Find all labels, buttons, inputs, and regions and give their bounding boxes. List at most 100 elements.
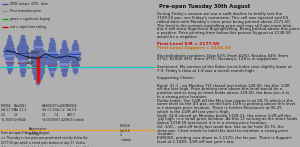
Text: which is the 1/2R off last year's High.: which is the 1/2R off last year's High. (158, 110, 230, 114)
Bar (31, 60, 45, 62)
Bar (62, 71, 66, 73)
Bar (37, 57, 39, 82)
Text: First Level Support = 2158.50: First Level Support = 2158.50 (158, 46, 231, 50)
Bar (18, 57, 27, 59)
Bar (21, 74, 24, 76)
Text: 7.9. Friday's ratio at 1.8 was a recent month high.: 7.9. Friday's ratio at 1.8 was a recent … (158, 69, 255, 73)
Bar (18, 45, 27, 47)
Bar (50, 40, 54, 41)
Text: close poc. Chart needs to hold this level to maintain a strong price: close poc. Chart needs to hold this leve… (158, 129, 288, 133)
Bar (48, 66, 56, 68)
Bar (59, 64, 69, 65)
Bar (50, 72, 53, 74)
Text: but it will show Significant Buying/selling. Being printed above this point as: but it will show Significant Buying/sell… (158, 27, 300, 31)
Bar (59, 55, 70, 56)
Bar (72, 60, 78, 62)
Bar (6, 62, 13, 63)
Bar (19, 64, 26, 65)
Bar (32, 65, 44, 67)
Text: positive and as long as short holds above 129.00, the bias yes, it is: positive and as long as short holds abov… (158, 91, 290, 95)
Bar (36, 82, 39, 84)
Bar (72, 45, 77, 46)
Text: 2109.50 poc, see Friday's comments. This sell was rejected and ES: 2109.50 poc, see Friday's comments. This… (158, 16, 289, 20)
Bar (8, 37, 11, 38)
Bar (18, 60, 27, 61)
Text: The level is the current controlling price and may still win more time.: The level is the current controlling pri… (158, 24, 293, 28)
Bar (72, 65, 78, 67)
Bar (8, 69, 11, 71)
Bar (3, 54, 15, 56)
Bar (46, 55, 58, 57)
Text: a positive. Price printing from below this proven Support at 2138.50: a positive. Price printing from below th… (158, 31, 291, 35)
Bar (4, 52, 15, 54)
Bar (47, 61, 56, 62)
Bar (17, 49, 27, 51)
Bar (46, 51, 57, 53)
Text: Stocks/Indexes numbers: Dow 63% (from 62%); Nasdaq 44% (from: Stocks/Indexes numbers: Dow 63% (from 62… (158, 54, 289, 58)
Text: Wed0924
Vol 7-1.0
1.1
+3-50200: Wed0924 Vol 7-1.0 1.1 +3-50200 (42, 104, 56, 122)
Bar (15, 53, 29, 55)
Bar (31, 50, 44, 52)
Text: Oil: 1/2C - sold off fairly fast week but, has so far held 10.76, the: Oil: 1/2C - sold off fairly fast week bu… (158, 125, 284, 129)
Bar (62, 67, 67, 69)
Text: Supporting Charts:: Supporting Charts: (158, 76, 194, 80)
Bar (18, 51, 27, 53)
Text: From pre-open Friday 29th August
>> Thursday's close price was penetrated entire: From pre-open Friday 29th August >> Thur… (1, 131, 92, 147)
Text: Fri0926
Vol 0.4
1-
: nabob: Fri0926 Vol 0.4 1- : nabob (120, 124, 130, 142)
Text: green = significant buying: green = significant buying (10, 17, 50, 21)
Bar (70, 57, 80, 58)
Text: July high, in a small price location. As this 11 as long as the short holds: July high, in a small price location. As… (158, 117, 298, 121)
Bar (7, 65, 12, 67)
Bar (74, 42, 76, 43)
Bar (71, 48, 78, 50)
Bar (74, 72, 76, 74)
Text: location.: location. (158, 132, 174, 136)
Bar (35, 79, 40, 81)
Bar (20, 72, 24, 74)
Bar (5, 56, 14, 57)
Bar (73, 70, 76, 72)
Bar (71, 50, 78, 52)
Text: is a stronger price location. There is further Resistance at 95.25: is a stronger price location. There is f… (158, 106, 282, 110)
Bar (60, 53, 68, 54)
Bar (50, 42, 54, 43)
Bar (32, 57, 44, 60)
Bar (60, 49, 68, 51)
Text: Mon0921
Vol 3-1.1
1.1
-6+9040: Mon0921 Vol 3-1.1 1.1 -6+9040 (14, 104, 27, 122)
Bar (70, 55, 80, 57)
Bar (71, 64, 79, 65)
Bar (20, 70, 25, 72)
Text: level at 1.1083, 1/2R off last year's low.: level at 1.1083, 1/2R off last year's lo… (158, 140, 235, 144)
Bar (71, 62, 78, 63)
Bar (36, 38, 40, 40)
Text: Tue0923
VA-4.7-0.8
#4.8
#- -299: Tue0923 VA-4.7-0.8 #4.8 #- -299 (27, 51, 42, 70)
Text: above 1318.50 (previous) it is in a strong price location.: above 1318.50 (previous) it is in a stro… (158, 121, 268, 125)
Bar (30, 62, 46, 64)
Bar (48, 49, 55, 51)
Text: Gold: 34.8 closed on Monday below 1328.11, the minor 1/2R off the: Gold: 34.8 closed on Monday below 1328.1… (158, 114, 291, 118)
Bar (47, 63, 57, 64)
Text: Pre-open Tuesday 30th August: Pre-open Tuesday 30th August (159, 4, 250, 9)
Bar (59, 56, 70, 58)
Text: Fri0904
Vol 4.7-0.9
1.0
+1-7000: Fri0904 Vol 4.7-0.9 1.0 +1-7000 (1, 104, 16, 122)
Bar (31, 52, 45, 55)
Bar (46, 57, 58, 59)
Bar (62, 73, 66, 75)
Bar (7, 42, 12, 44)
Bar (20, 66, 25, 67)
Bar (18, 62, 27, 63)
Bar (62, 45, 66, 47)
Bar (50, 38, 53, 39)
Bar (21, 37, 24, 39)
Bar (19, 43, 26, 45)
Bar (6, 60, 13, 61)
Bar (20, 39, 25, 41)
Bar (34, 43, 42, 45)
Text: EURUSD: printing new down to 1.1170, the far poc. There is Support: EURUSD: printing new down to 1.1170, the… (158, 136, 292, 140)
Bar (49, 45, 54, 47)
Bar (5, 50, 14, 52)
Text: in a strong price location.: in a strong price location. (158, 95, 208, 99)
Bar (73, 67, 77, 69)
Bar (6, 44, 13, 46)
Bar (49, 68, 55, 70)
